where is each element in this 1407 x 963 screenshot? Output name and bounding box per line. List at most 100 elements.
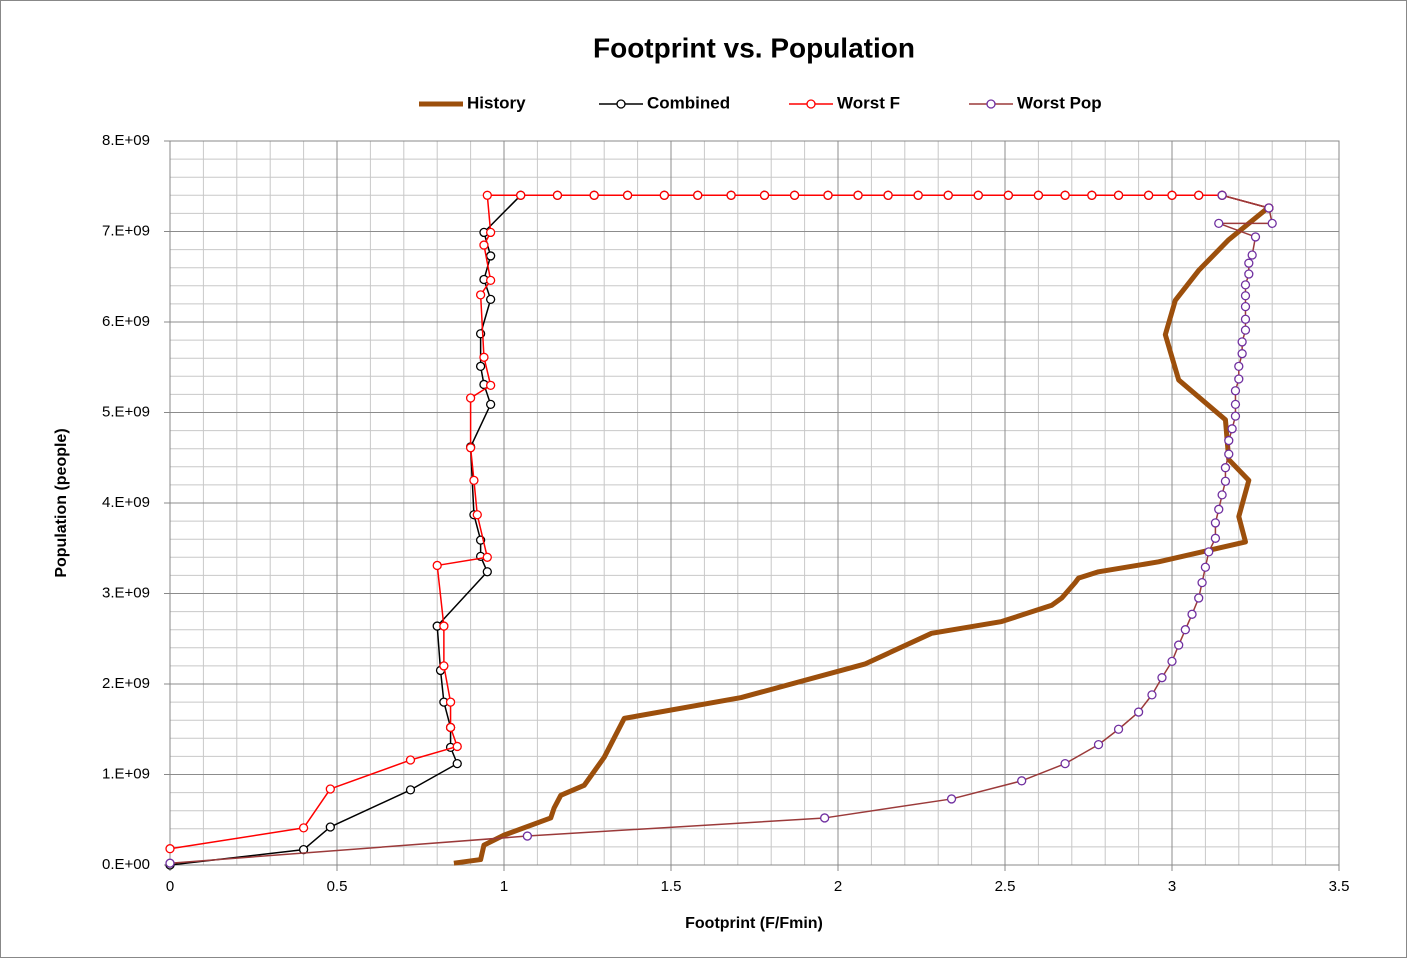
data-point (1194, 593, 1204, 603)
data-point (622, 190, 633, 200)
data-point (1234, 374, 1244, 384)
x-tick-label: 0 (166, 878, 174, 895)
data-point (465, 443, 476, 453)
data-point (1220, 476, 1231, 486)
data-point (1230, 411, 1241, 421)
data-point (1060, 758, 1070, 769)
legend-label: Combined (647, 93, 730, 112)
data-point (1167, 190, 1177, 200)
data-point (432, 560, 442, 571)
data-point (475, 361, 486, 371)
data-point (1003, 190, 1013, 200)
data-point (1157, 673, 1167, 683)
y-tick-label: 8.E+09 (102, 132, 150, 149)
data-point (1210, 533, 1221, 543)
data-point (1267, 218, 1277, 229)
data-point (659, 190, 669, 200)
data-point (475, 290, 486, 300)
data-point (479, 352, 489, 362)
data-point (165, 844, 175, 854)
data-point (485, 294, 496, 305)
x-tick-label: 3 (1168, 878, 1176, 895)
data-point (1220, 463, 1231, 473)
data-point (325, 822, 335, 832)
data-point (1214, 218, 1224, 229)
data-point (1230, 399, 1241, 410)
data-point (913, 190, 923, 200)
data-point (1244, 269, 1254, 279)
y-tick-label: 1.E+09 (102, 765, 150, 782)
data-point (1250, 232, 1261, 242)
y-tick-label: 6.E+09 (102, 313, 150, 330)
y-axis-label: Population (people) (53, 428, 70, 577)
x-axis-label: Footprint (F/Fmin) (685, 915, 823, 932)
data-point (445, 722, 456, 733)
legend-marker (986, 99, 996, 109)
data-point (759, 190, 770, 200)
data-point (479, 240, 489, 250)
data-point (485, 251, 496, 261)
y-tick-label: 3.E+09 (102, 584, 150, 601)
data-point (1240, 291, 1251, 301)
legend-label: Worst Pop (1017, 93, 1102, 112)
data-point (1187, 609, 1197, 619)
data-point (325, 784, 335, 794)
x-tick-label: 1.5 (661, 878, 682, 895)
data-point (1240, 280, 1251, 290)
data-point (589, 190, 599, 200)
chart-title: Footprint vs. Population (593, 32, 915, 63)
data-point (1237, 337, 1247, 347)
data-point (1113, 724, 1124, 734)
data-point (1214, 504, 1224, 514)
data-point (1217, 190, 1227, 200)
data-point (482, 552, 492, 562)
x-tick-label: 3.5 (1329, 878, 1350, 895)
data-point (1167, 656, 1177, 667)
data-point (823, 190, 833, 200)
data-point (485, 380, 496, 391)
data-point (946, 794, 957, 804)
data-point (1247, 250, 1257, 260)
y-tick-label: 2.E+09 (102, 675, 150, 692)
legend-marker (616, 99, 626, 109)
data-point (452, 758, 462, 769)
data-point (1234, 361, 1244, 371)
data-point (1240, 325, 1251, 335)
data-point (1194, 190, 1204, 200)
data-point (726, 190, 736, 200)
data-point (1143, 190, 1154, 200)
data-point (1227, 424, 1237, 434)
data-point (482, 567, 492, 577)
data-point (973, 190, 983, 200)
plot-frame (169, 140, 1340, 866)
data-point (485, 399, 496, 410)
data-point (482, 190, 492, 200)
data-point (165, 858, 175, 868)
data-point (1240, 314, 1251, 324)
x-tick-label: 1 (500, 878, 508, 895)
data-point (693, 190, 703, 200)
data-point (1197, 577, 1207, 588)
data-point (469, 475, 479, 486)
y-tick-label: 0.E+00 (102, 856, 150, 873)
data-point (485, 227, 496, 238)
data-point (472, 510, 482, 520)
data-point (1200, 562, 1211, 572)
data-point (943, 190, 953, 200)
y-tick-label: 7.E+09 (102, 222, 150, 239)
data-point (522, 831, 533, 841)
data-point (552, 190, 563, 200)
data-point (819, 813, 830, 823)
data-point (439, 661, 449, 671)
y-tick-label: 4.E+09 (102, 494, 150, 511)
data-point (789, 190, 800, 200)
x-tick-label: 2 (834, 878, 842, 895)
data-point (1180, 625, 1191, 635)
data-point (298, 823, 309, 833)
data-point (1264, 203, 1274, 213)
data-point (452, 741, 462, 752)
data-point (1060, 190, 1070, 200)
